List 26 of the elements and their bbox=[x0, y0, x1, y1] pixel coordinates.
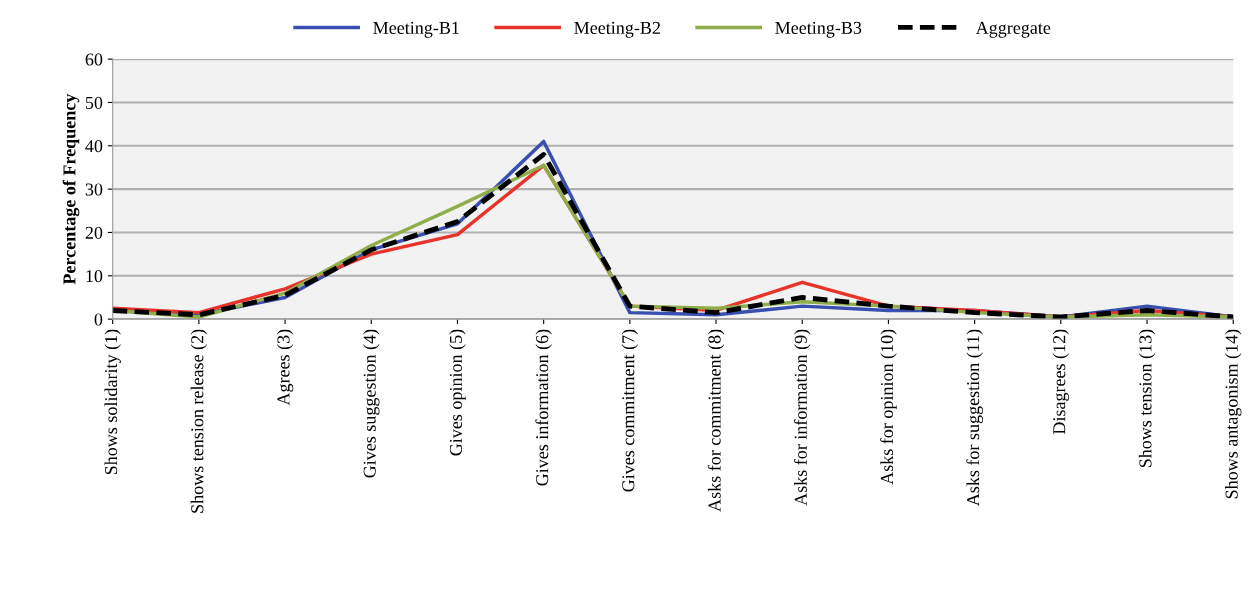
x-tick-label: Asks for commitment (8) bbox=[707, 329, 725, 512]
y-tick-label: 40 bbox=[85, 140, 103, 153]
legend-label: Meeting-B3 bbox=[775, 21, 862, 38]
y-tick-label: 30 bbox=[85, 183, 103, 196]
x-tick-label: Shows antagonism (14) bbox=[1225, 329, 1242, 499]
y-tick-label: 0 bbox=[94, 313, 103, 326]
x-tick-label: Shows tension release (2) bbox=[190, 329, 208, 513]
x-tick-label: Asks for suggestion (11) bbox=[966, 329, 983, 507]
x-tick-label: Asks for information (9) bbox=[793, 329, 811, 506]
legend-label: Meeting-B1 bbox=[373, 21, 459, 38]
legend-label: Meeting-B2 bbox=[574, 21, 660, 38]
x-tick-label: Gives opinion (5) bbox=[449, 329, 466, 456]
y-axis-title: Percentage of Frequency bbox=[62, 93, 80, 285]
x-tick-label: Disagrees (12) bbox=[1052, 329, 1070, 435]
y-tick-label: 60 bbox=[85, 53, 103, 66]
x-tick-label: Shows tension (13) bbox=[1138, 329, 1156, 468]
x-tick-label: Gives commitment (7) bbox=[621, 329, 639, 492]
y-tick-label: 50 bbox=[85, 96, 103, 109]
x-tick-label: Asks for opinion (10) bbox=[880, 329, 897, 485]
x-tick-label: Gives information (6) bbox=[535, 329, 552, 486]
x-tick-label: Gives suggestion (4) bbox=[363, 329, 380, 478]
x-tick-label: Shows solidarity (1) bbox=[104, 329, 121, 475]
y-tick-label: 20 bbox=[85, 226, 103, 239]
legend-label: Aggregate bbox=[975, 21, 1051, 38]
y-tick-label: 10 bbox=[86, 270, 103, 283]
x-tick-label: Agrees (3) bbox=[276, 329, 294, 406]
